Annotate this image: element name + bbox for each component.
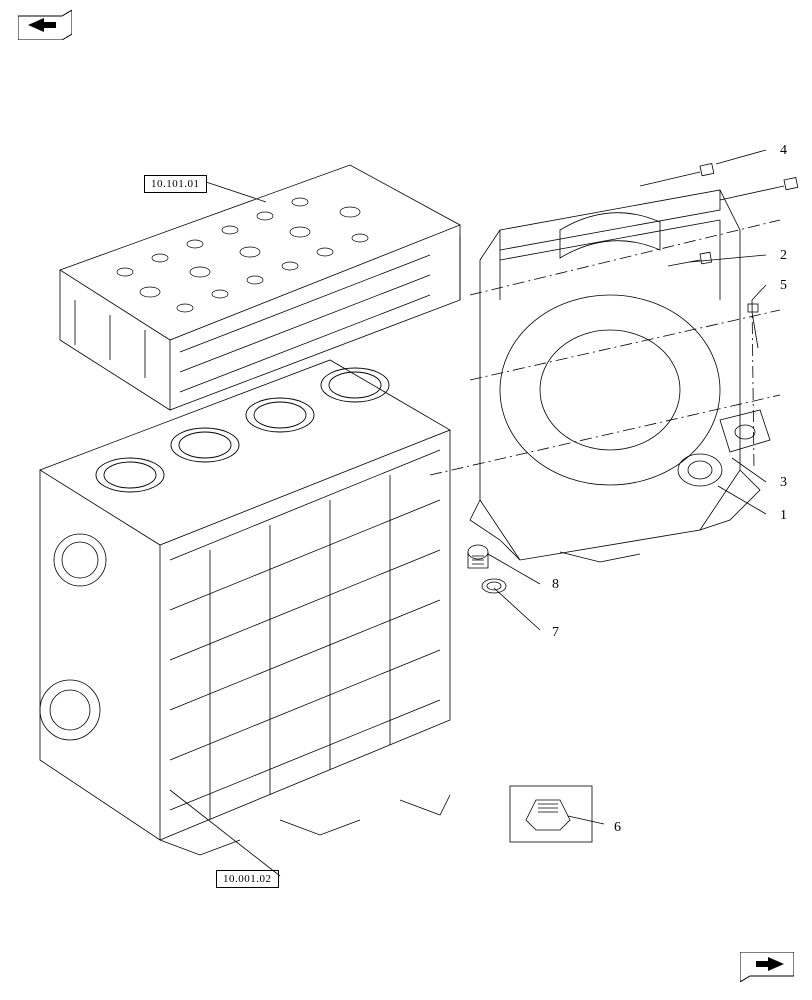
boxed-small-part	[510, 786, 592, 842]
callout-8: 8	[552, 577, 559, 593]
ref-box-top[interactable]: 10.101.01	[144, 175, 207, 193]
callout-1: 1	[780, 508, 787, 524]
callout-4: 4	[780, 143, 787, 159]
callout-3: 3	[780, 475, 787, 491]
screw-long-a	[640, 164, 714, 186]
ref-box-bottom[interactable]: 10.001.02	[216, 870, 279, 888]
cover-screw	[748, 304, 758, 348]
parts-illustration	[0, 0, 812, 1000]
engine-block	[40, 360, 450, 855]
callout-5: 5	[780, 278, 787, 294]
cover-plate	[720, 410, 770, 452]
callout-6: 6	[614, 820, 621, 836]
diagram-page: 10.101.01 10.001.02 1 2 3 4 5 6 7 8	[0, 0, 812, 1000]
screw-short	[668, 252, 712, 266]
screw-long-b	[720, 178, 798, 200]
callout-7: 7	[552, 625, 559, 641]
cylinder-head	[60, 165, 460, 410]
seal-ring	[482, 579, 506, 593]
callout-2: 2	[780, 248, 787, 264]
plug	[468, 545, 488, 568]
flywheel-housing	[470, 190, 760, 562]
